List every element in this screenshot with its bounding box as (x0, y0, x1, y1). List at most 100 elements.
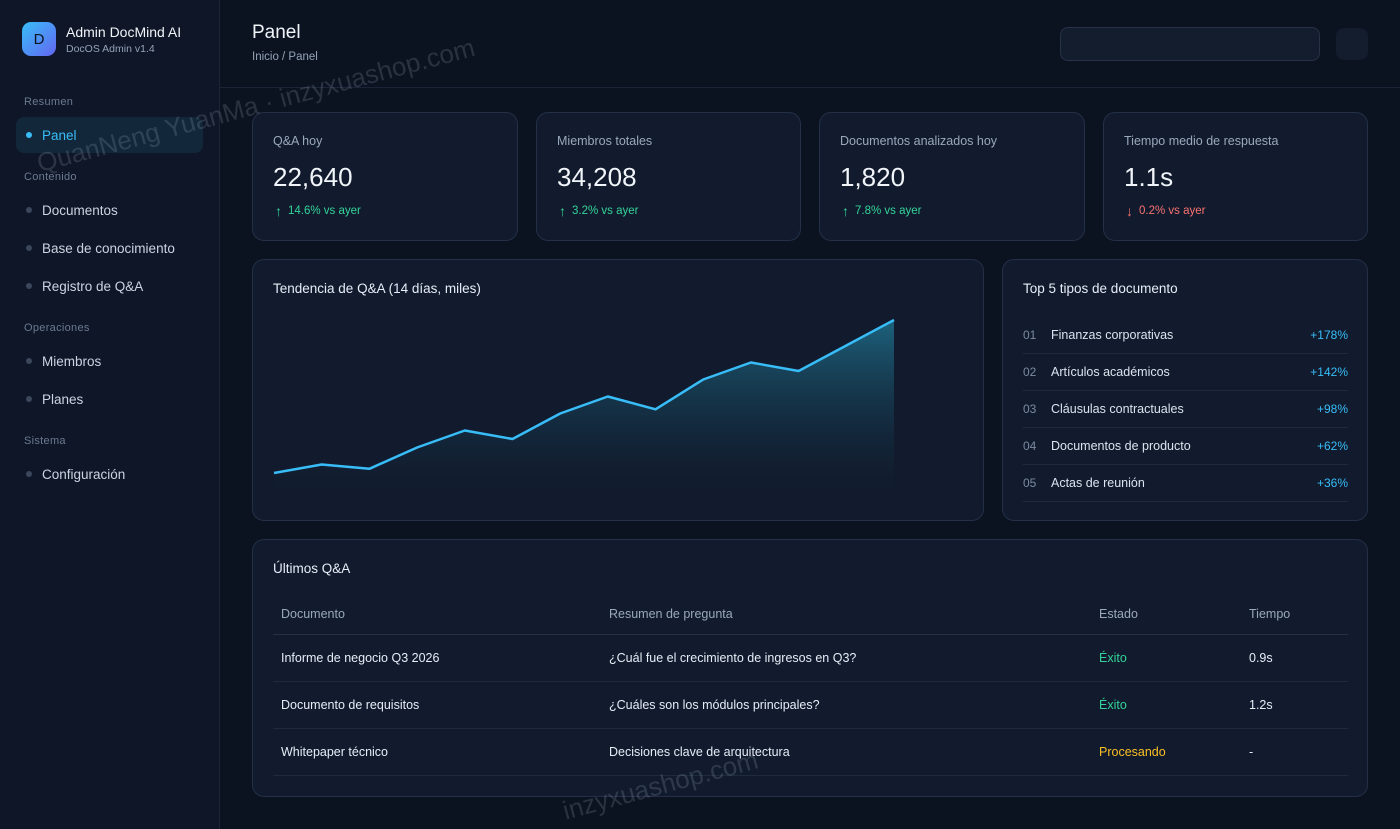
cell-document: Informe de negocio Q3 2026 (273, 634, 601, 682)
dot-icon (26, 283, 32, 289)
table-header-row: Documento Resumen de pregunta Estado Tie… (273, 594, 1348, 635)
top5-card: Top 5 tipos de documento 01 Finanzas cor… (1002, 259, 1368, 521)
top-header: Panel Inicio / Panel (220, 0, 1400, 88)
brand-logo: D (22, 22, 56, 56)
stat-card-documentos: Documentos analizados hoy 1,820 ↑ 7.8% v… (819, 112, 1085, 241)
sidebar-item-label: Base de conocimiento (42, 240, 175, 256)
stat-delta: ↓ 0.2% vs ayer (1126, 203, 1205, 219)
trend-chart (273, 318, 895, 492)
trend-line (273, 318, 895, 475)
stat-value: 1,820 (840, 162, 906, 192)
cell-document: Documento de requisitos (273, 681, 601, 729)
column-header: Tiempo (1241, 594, 1348, 635)
stat-delta-text: 7.8% vs ayer (855, 205, 922, 217)
sidebar-item-label: Planes (42, 391, 84, 407)
sidebar-item-registro-qa[interactable]: Registro de Q&A (16, 268, 203, 304)
chart-title: Tendencia de Q&A (14 días, miles) (273, 281, 481, 296)
list-item[interactable]: 02 Artículos académicos +142% (1023, 354, 1348, 391)
cell-time: - (1241, 728, 1348, 776)
column-header: Resumen de pregunta (601, 594, 1091, 635)
dot-icon (26, 245, 32, 251)
sidebar-item-documentos[interactable]: Documentos (16, 192, 203, 228)
table-row[interactable]: Informe de negocio Q3 2026 ¿Cuál fue el … (273, 634, 1348, 682)
table-row[interactable]: Documento de requisitos ¿Cuáles son los … (273, 681, 1348, 729)
arrow-up-icon: ↑ (275, 203, 282, 219)
table-row[interactable]: Whitepaper técnico Decisiones clave de a… (273, 728, 1348, 776)
stat-value: 34,208 (557, 162, 637, 192)
sidebar-item-configuracion[interactable]: Configuración (16, 456, 203, 492)
doc-type-name: Artículos académicos (1051, 365, 1170, 379)
top5-list: 01 Finanzas corporativas +178% 02 Artícu… (1023, 317, 1348, 502)
nav-section-operaciones: Operaciones (24, 322, 90, 334)
growth-pct: +62% (1316, 439, 1348, 453)
stat-delta-text: 14.6% vs ayer (288, 205, 361, 217)
nav-section-resumen: Resumen (24, 96, 74, 108)
brand-name: Admin DocMind AI (66, 23, 182, 40)
stat-label: Tiempo medio de respuesta (1124, 134, 1279, 148)
header-action-button[interactable] (1336, 28, 1368, 60)
latest-qa-title: Últimos Q&A (273, 561, 351, 576)
nav-section-contenido: Contenido (24, 171, 77, 183)
stat-label: Q&A hoy (273, 134, 323, 148)
cell-question: ¿Cuáles son los módulos principales? (601, 681, 1091, 729)
stat-card-tiempo: Tiempo medio de respuesta 1.1s ↓ 0.2% vs… (1103, 112, 1368, 241)
sidebar: D Admin DocMind AI DocOS Admin v1.4 Resu… (0, 0, 220, 829)
search-input[interactable] (1060, 27, 1320, 61)
stat-value: 22,640 (273, 162, 353, 192)
cell-document: Whitepaper técnico (273, 728, 601, 776)
rank: 02 (1023, 365, 1037, 379)
dot-icon (26, 471, 32, 477)
sidebar-item-panel[interactable]: Panel (16, 117, 203, 153)
breadcrumb: Inicio / Panel (252, 51, 318, 63)
stat-delta-text: 0.2% vs ayer (1139, 205, 1206, 217)
sidebar-item-label: Miembros (42, 353, 102, 369)
active-dot-icon (26, 132, 32, 138)
rank: 04 (1023, 439, 1037, 453)
cell-question: ¿Cuál fue el crecimiento de ingresos en … (601, 634, 1091, 682)
column-header: Estado (1091, 594, 1241, 635)
arrow-down-icon: ↓ (1126, 203, 1133, 219)
sidebar-item-base-conocimiento[interactable]: Base de conocimiento (16, 230, 203, 266)
brand-version: DocOS Admin v1.4 (66, 42, 155, 55)
stat-label: Miembros totales (557, 134, 653, 148)
latest-qa-card: Últimos Q&A Documento Resumen de pregunt… (252, 539, 1368, 797)
dot-icon (26, 207, 32, 213)
list-item[interactable]: 05 Actas de reunión +36% (1023, 465, 1348, 502)
sidebar-item-label: Registro de Q&A (42, 278, 144, 294)
list-item[interactable]: 01 Finanzas corporativas +178% (1023, 317, 1348, 354)
page-title: Panel (252, 22, 301, 43)
trend-chart-card: Tendencia de Q&A (14 días, miles) (252, 259, 984, 521)
stat-value: 1.1s (1124, 162, 1174, 192)
sidebar-item-planes[interactable]: Planes (16, 381, 203, 417)
arrow-up-icon: ↑ (559, 203, 566, 219)
dot-icon (26, 358, 32, 364)
stat-delta-text: 3.2% vs ayer (572, 205, 639, 217)
doc-type-name: Cláusulas contractuales (1051, 402, 1184, 416)
rank: 03 (1023, 402, 1037, 416)
growth-pct: +98% (1316, 402, 1348, 416)
growth-pct: +142% (1310, 365, 1348, 379)
cell-time: 1.2s (1241, 681, 1348, 729)
nav-section-sistema: Sistema (24, 435, 66, 447)
brand[interactable]: D Admin DocMind AI DocOS Admin v1.4 (22, 22, 181, 56)
status-badge: Procesando (1091, 728, 1241, 776)
list-item[interactable]: 04 Documentos de producto +62% (1023, 428, 1348, 465)
doc-type-name: Finanzas corporativas (1051, 328, 1174, 342)
cell-question: Decisiones clave de arquitectura (601, 728, 1091, 776)
rank: 01 (1023, 328, 1037, 342)
arrow-up-icon: ↑ (842, 203, 849, 219)
top5-title: Top 5 tipos de documento (1023, 281, 1178, 296)
column-header: Documento (273, 594, 601, 635)
growth-pct: +178% (1310, 328, 1348, 342)
stat-card-qa-hoy: Q&A hoy 22,640 ↑ 14.6% vs ayer (252, 112, 518, 241)
stat-card-miembros: Miembros totales 34,208 ↑ 3.2% vs ayer (536, 112, 801, 241)
sidebar-item-label: Panel (42, 127, 77, 143)
stat-delta: ↑ 7.8% vs ayer (842, 203, 921, 219)
list-item[interactable]: 03 Cláusulas contractuales +98% (1023, 391, 1348, 428)
sidebar-item-label: Configuración (42, 466, 126, 482)
stat-delta: ↑ 14.6% vs ayer (275, 203, 361, 219)
sidebar-item-label: Documentos (42, 202, 118, 218)
sidebar-item-miembros[interactable]: Miembros (16, 343, 203, 379)
latest-qa-table: Documento Resumen de pregunta Estado Tie… (273, 594, 1348, 776)
status-badge: Éxito (1091, 681, 1241, 729)
